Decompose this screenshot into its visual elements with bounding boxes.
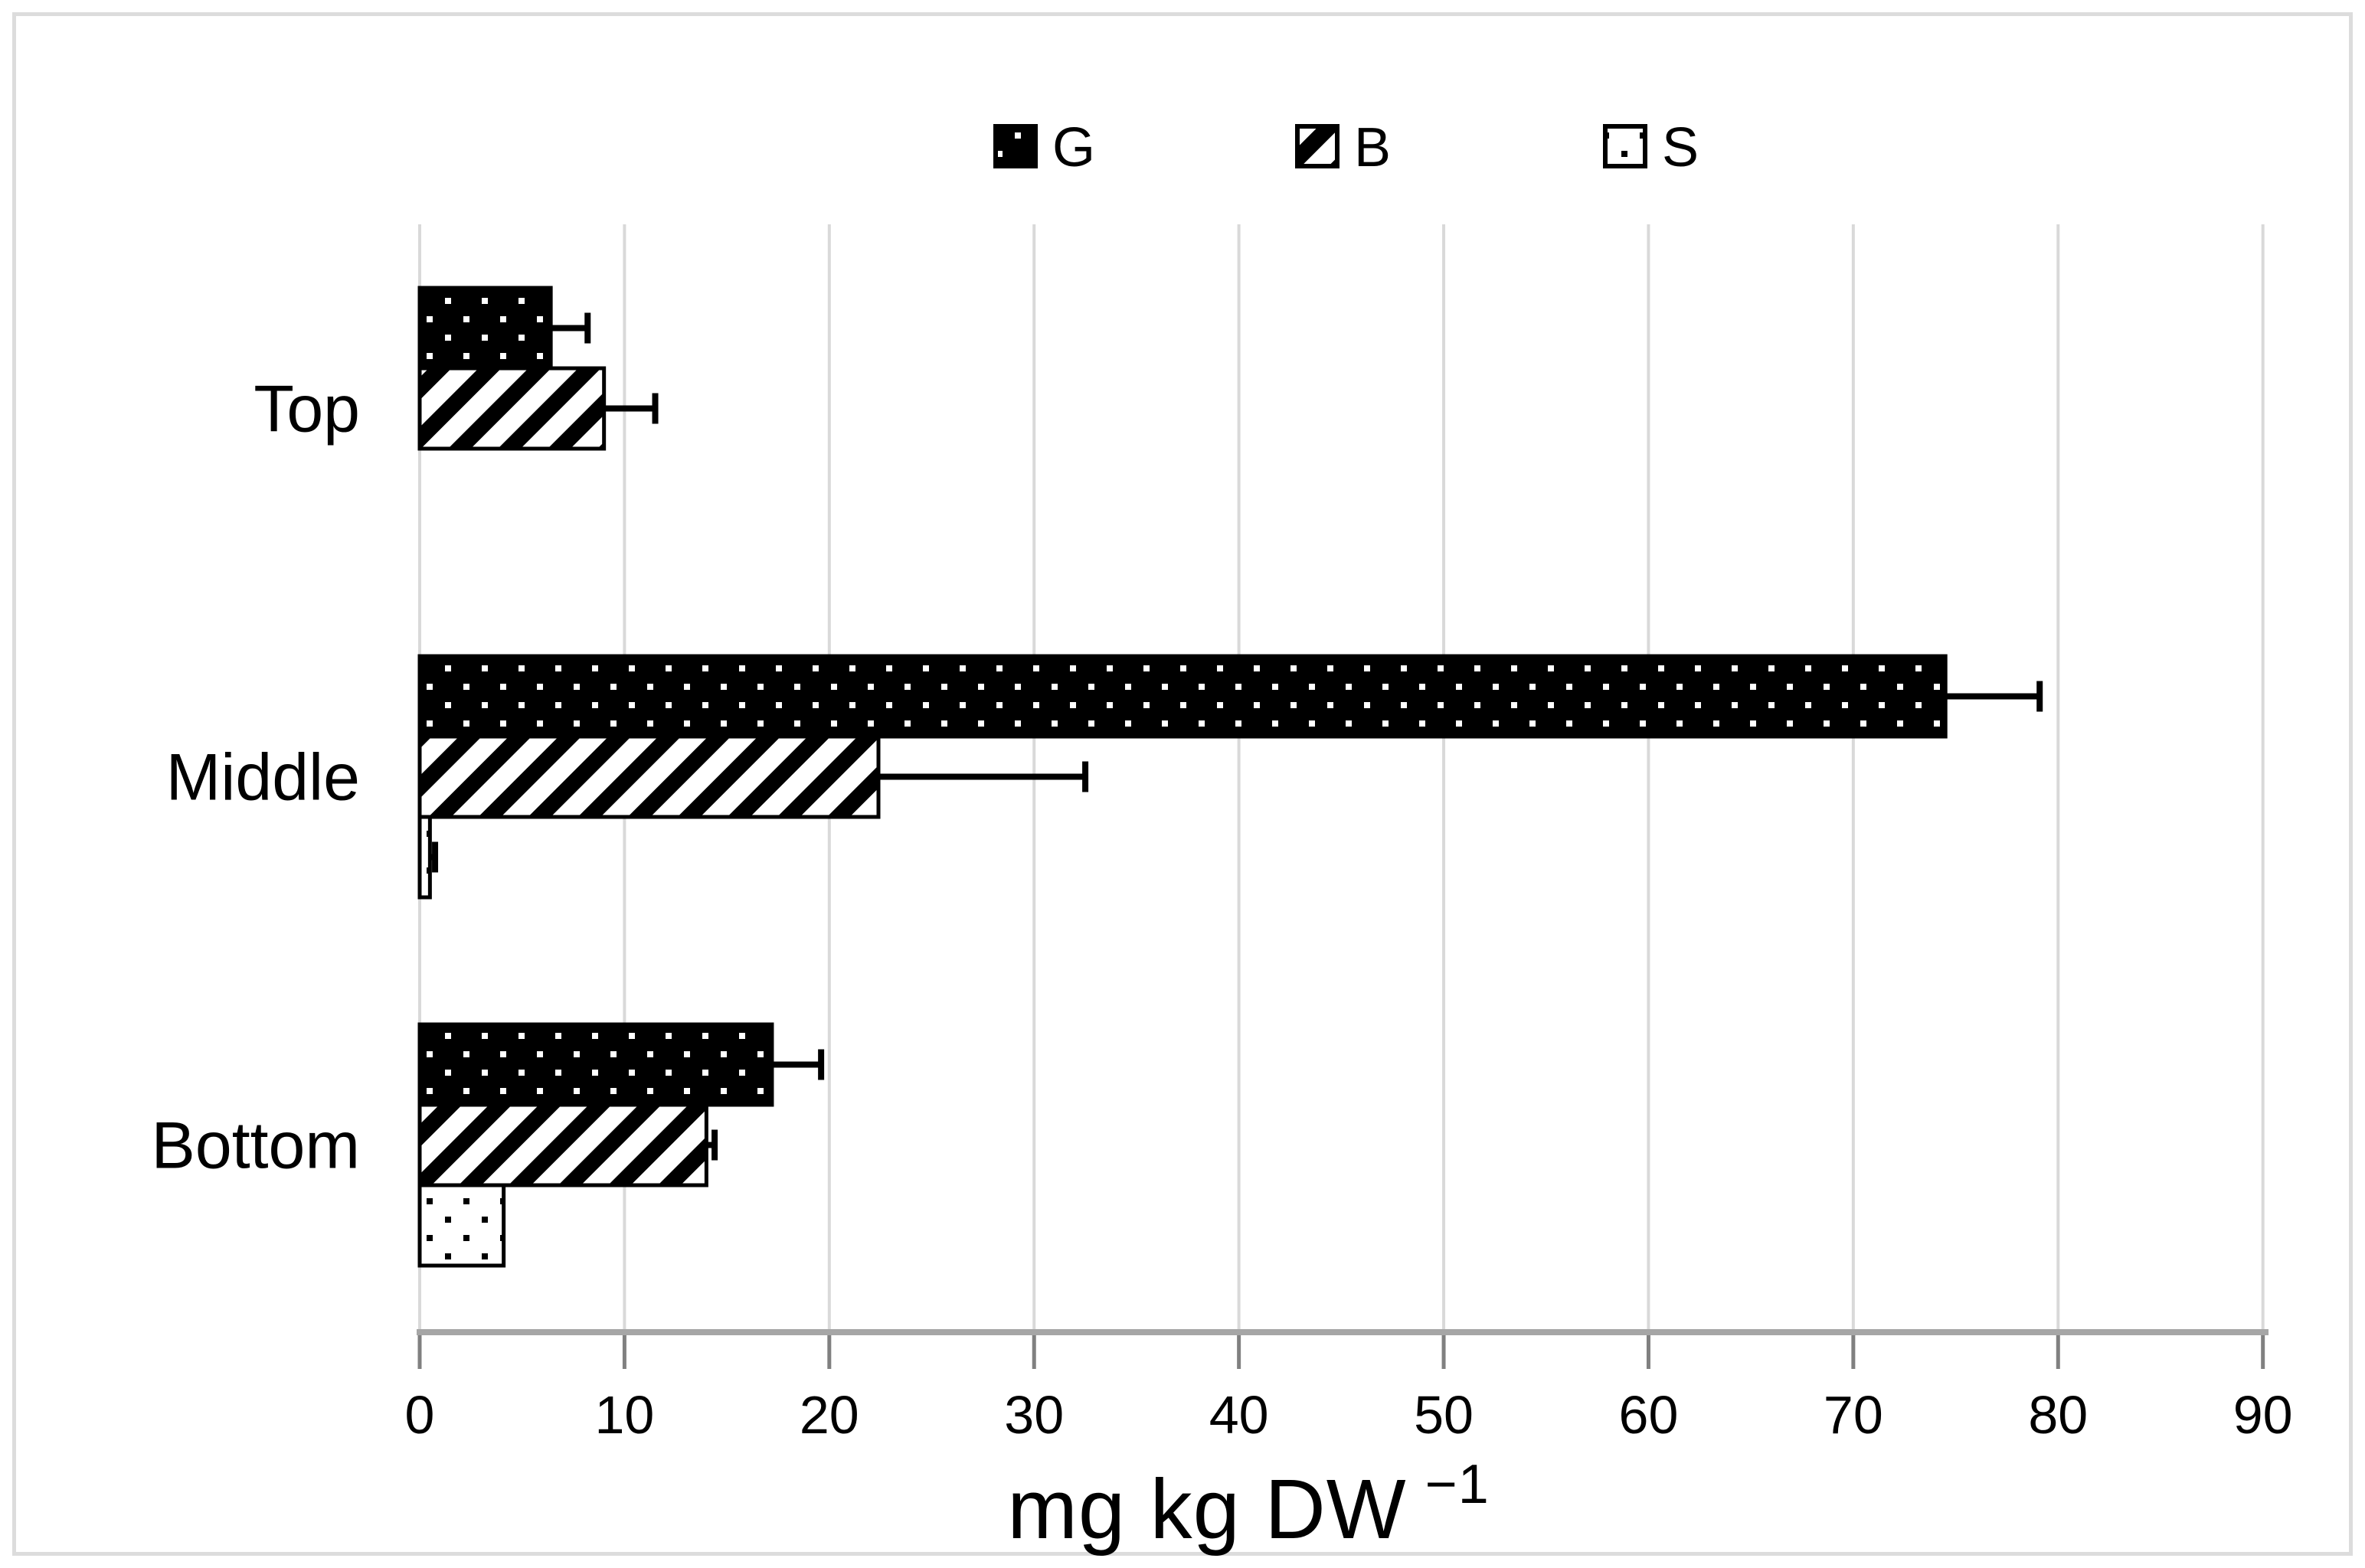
x-axis-tick-label-0: 0 (405, 1385, 435, 1445)
bar-G-top (417, 286, 553, 371)
legend-item-G: G (993, 117, 1095, 178)
x-axis-tick-label-30: 30 (1004, 1385, 1064, 1445)
x-axis-title-text: mg kg DW (1007, 1462, 1407, 1557)
x-axis-tick-label-60: 60 (1619, 1385, 1679, 1445)
bar-G-middle (417, 654, 1948, 739)
bar-B-bottom (417, 1102, 708, 1187)
x-axis-tick-label-80: 80 (2028, 1385, 2088, 1445)
category-label-bottom: Bottom (152, 1109, 360, 1183)
bar-G-bottom (417, 1022, 774, 1107)
legend-swatch-G (993, 124, 1038, 168)
x-axis-tick-label-10: 10 (594, 1385, 654, 1445)
legend-label-B: B (1354, 117, 1391, 178)
bar-layer (417, 286, 2043, 1268)
x-axis-tick-label-40: 40 (1209, 1385, 1269, 1445)
axis-layer (417, 1329, 2269, 1369)
x-axis-tick-label-20: 20 (800, 1385, 859, 1445)
x-axis-tick-label-50: 50 (1414, 1385, 1474, 1445)
figure-frame (12, 12, 2353, 1556)
legend-swatch-B (1295, 124, 1340, 168)
category-label-top: Top (254, 373, 360, 446)
legend-swatch-S (1603, 124, 1647, 168)
label-layer: Top Middle Bottom 0 10 20 30 40 50 60 70 80 90 (152, 373, 2293, 1446)
bar-S-bottom (417, 1183, 506, 1268)
legend-item-B: B (1295, 117, 1391, 178)
x-axis-tick-label-70: 70 (1824, 1385, 1883, 1445)
category-label-middle: Middle (166, 741, 360, 815)
legend-label-G: G (1052, 117, 1095, 178)
bar-S-middle (417, 815, 432, 900)
x-axis-title-superscript: −1 (1425, 1454, 1490, 1515)
x-axis-title: mg kg DW −1 (1007, 1453, 1489, 1558)
bar-B-middle (417, 734, 881, 819)
legend-label-S: S (1662, 117, 1699, 178)
x-axis-tick-label-90: 90 (2233, 1385, 2293, 1445)
legend-item-S: S (1603, 117, 1699, 178)
bar-B-top (417, 366, 607, 451)
